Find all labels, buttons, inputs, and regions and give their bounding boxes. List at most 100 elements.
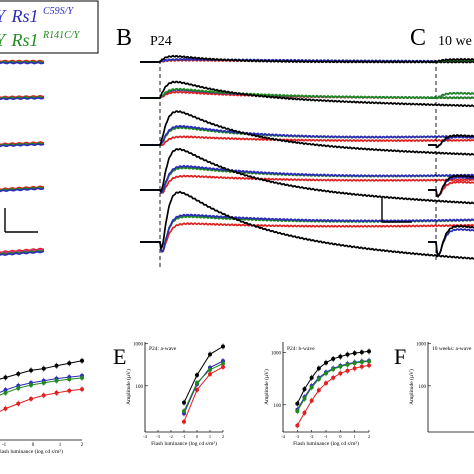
trace-row1-black [428,57,474,64]
data-point-black-10 [367,349,371,354]
data-point-green-3 [16,386,21,391]
data-point-red-9 [359,364,364,369]
trace-row4-blue [140,164,474,194]
legend-row1: Y Rs1 C59S/Y [0,6,74,26]
data-point-black-8 [352,351,357,356]
data-point-green-4 [29,383,33,387]
panel-b-scalebar [381,198,412,223]
x-tick-label: 0 [339,434,342,439]
panel-f-letter: F [394,344,406,369]
data-point-black-9 [359,350,364,355]
panel-c-letter: C [410,25,426,51]
x-tick-label: -2 [310,434,314,439]
panel-f-plot: 10 weeks: a-wave Amplitude (µV) 1000 100 [408,342,474,433]
y-tick-label: 100 [136,385,144,390]
series-line-green [183,363,224,412]
data-point-red-3 [221,365,225,370]
data-point-green-8 [80,375,84,380]
data-point-red-6 [338,371,343,376]
data-point-black-6 [54,363,59,368]
trace-row5-blue [0,250,45,256]
x-tick-label: -4 [281,434,285,439]
data-point-red-10 [367,363,371,368]
trace-row4-black [428,174,474,198]
data-point-red-5 [331,375,336,380]
data-point-red-3 [16,401,21,406]
series-line-red [296,364,370,426]
x-tick-label: 2 [81,443,84,448]
y-tick-label: 100 [419,385,427,390]
data-point-green-4 [324,371,328,376]
x-tick-label: -4 [143,434,147,439]
data-point-black-5 [331,356,336,361]
y-axis-label: Amplitude (µV) [408,369,415,405]
x-tick-label: 0 [32,443,35,448]
data-point-green-5 [41,380,46,385]
series-line-red [0,388,83,412]
data-point-red-4 [324,381,328,386]
data-point-red-2 [3,406,8,411]
series-line-red [183,366,224,422]
panel-c-title: 10 we [438,34,472,49]
panel-a-traces [0,59,45,256]
trace-row3-blue [140,124,474,146]
data-point-green-2 [208,367,212,372]
data-point-green-1 [302,396,307,401]
data-point-black-3 [221,344,225,349]
data-point-green-0 [182,409,186,414]
data-point-black-2 [309,375,314,380]
legend-box [0,0,99,54]
x-axis-label: Flash luminance (log cd s/m²) [293,440,359,447]
data-point-green-1 [195,380,199,385]
legend: Y Rs1 C59S/Y Y Rs1 R141C/Y [0,0,99,54]
data-point-green-8 [352,361,357,366]
data-point-green-9 [359,360,364,365]
x-tick-label: 1 [59,443,62,448]
x-tick-label: -1 [324,434,328,439]
trace-row3-blue [0,143,45,148]
data-point-black-0 [182,400,186,405]
trace-row1-blue [0,61,45,65]
trace-row2-green [140,87,474,100]
data-point-red-4 [29,396,33,401]
data-point-red-6 [54,390,59,395]
legend-row1-prefix: Y [0,6,7,26]
panel-b-traces [140,54,474,260]
x-axis-label: Flash luminance (log cd s/m²) [0,448,63,455]
data-point-black-0 [295,401,300,406]
data-point-black-2 [208,352,212,357]
x-tick-label: 2 [368,434,370,439]
data-point-black-4 [29,368,33,373]
panel-a-scalebar [4,208,38,233]
data-point-black-4 [324,360,328,365]
legend-row2-gene: Rs1 [11,30,39,50]
panel-e-letter: E [113,344,126,369]
plot-title: 10 weeks: a-wave [432,346,472,352]
data-point-black-3 [16,371,21,376]
data-point-green-0 [295,409,300,414]
legend-row2: Y Rs1 R141C/Y [0,30,81,50]
data-point-black-8 [80,358,84,363]
legend-row1-gene: Rs1 [11,6,39,26]
trace-row4-blue [0,187,45,193]
trace-row1-black [140,54,474,64]
data-point-red-1 [302,410,307,415]
data-point-green-2 [309,385,314,390]
data-point-red-8 [80,387,84,392]
x-tick-label: -1 [2,443,7,448]
x-tick-label: 1 [209,434,211,439]
trace-row5-green [140,215,474,253]
data-point-black-1 [302,387,307,392]
data-point-red-1 [195,387,199,392]
x-tick-label: 2 [222,434,224,439]
trace-row5-black [140,190,474,260]
data-point-red-2 [208,372,212,377]
data-point-black-7 [345,352,350,357]
y-tick-label: 1000 [271,352,282,357]
data-point-green-2 [3,390,8,395]
data-point-red-5 [41,393,46,398]
data-point-green-6 [338,364,343,369]
data-point-red-7 [345,368,350,373]
data-point-green-5 [331,367,336,372]
x-tick-label: -2 [169,434,173,439]
